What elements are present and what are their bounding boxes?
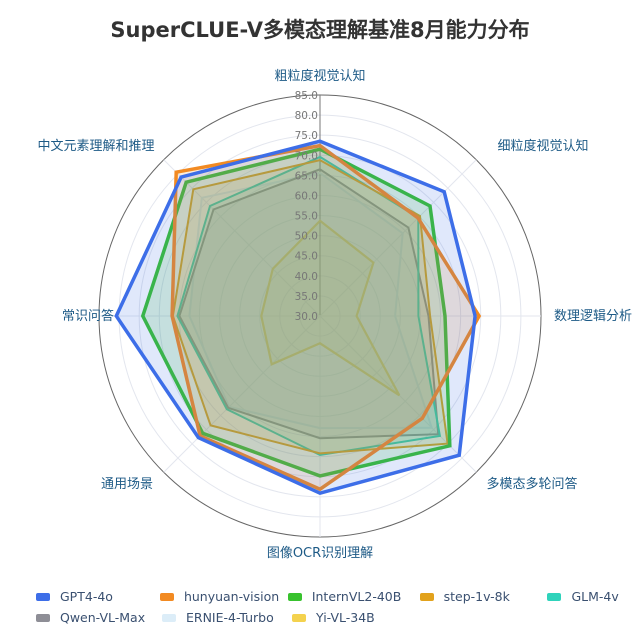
legend-swatch	[292, 613, 306, 622]
legend-swatch	[36, 592, 50, 601]
axis-label: 多模态多轮问答	[486, 476, 577, 492]
legend-swatch	[36, 613, 50, 622]
legend-row: Qwen-VL-Max ERNIE-4-Turbo Yi-VL-34B	[36, 607, 636, 628]
legend-item[interactable]: ERNIE-4-Turbo	[162, 610, 292, 625]
axis-label: 粗粒度视觉认知	[274, 68, 365, 84]
legend-item[interactable]: hunyuan-vision	[159, 589, 288, 604]
tick-label: 75.0	[295, 130, 318, 142]
legend-row: GPT4-4o hunyuan-vision InternVL2-40B step-1…	[36, 586, 636, 607]
legend-label: step-1v-8k	[443, 589, 510, 604]
axis-label: 图像OCR识别理解	[267, 546, 373, 561]
legend-swatch	[159, 592, 174, 601]
legend-swatch	[287, 592, 302, 601]
axis-line	[163, 315, 321, 473]
legend-swatch	[162, 613, 176, 622]
axis-line	[163, 159, 321, 317]
tick-label: 65.0	[295, 170, 318, 182]
legend-item[interactable]: Qwen-VL-Max	[36, 610, 162, 625]
legend-label: hunyuan-vision	[183, 589, 280, 604]
legend-label: InternVL2-40B	[311, 589, 402, 604]
legend-item[interactable]: step-1v-8k	[419, 589, 548, 604]
legend-item[interactable]: GLM-4v	[547, 589, 636, 604]
tick-label: 40.0	[295, 271, 318, 283]
tick-label: 45.0	[295, 251, 318, 263]
chart-title: SuperCLUE-V多模态理解基准8月能力分布	[110, 18, 530, 42]
axis-label: 通用场景	[101, 477, 153, 492]
legend-item[interactable]: InternVL2-40B	[287, 589, 420, 604]
legend-label: Qwen-VL-Max	[60, 610, 146, 625]
legend-item[interactable]: Yi-VL-34B	[292, 610, 426, 625]
axis-label: 细粒度视觉认知	[497, 138, 588, 154]
legend-label: GLM-4v	[571, 589, 619, 604]
legend: GPT4-4o hunyuan-vision InternVL2-40B step-1…	[36, 586, 636, 628]
axis-label: 常识问答	[62, 308, 114, 324]
legend-swatch	[419, 592, 434, 601]
tick-label: 60.0	[295, 190, 318, 202]
legend-label: ERNIE-4-Turbo	[186, 610, 274, 625]
legend-label: GPT4-4o	[60, 589, 113, 604]
tick-label: 70.0	[295, 150, 318, 162]
axis-label: 中文元素理解和推理	[37, 139, 154, 154]
legend-swatch	[547, 592, 562, 601]
legend-label: Yi-VL-34B	[316, 610, 375, 625]
tick-label: 55.0	[295, 211, 318, 223]
tick-label: 30.0	[295, 311, 318, 323]
legend-item[interactable]: GPT4-4o	[36, 589, 160, 604]
tick-label: 80.0	[295, 110, 318, 122]
tick-label: 85.0	[295, 90, 318, 102]
tick-label: 35.0	[295, 291, 318, 303]
tick-label: 50.0	[295, 231, 318, 243]
axis-line	[319, 159, 477, 317]
axis-label: 数理逻辑分析	[554, 309, 632, 324]
